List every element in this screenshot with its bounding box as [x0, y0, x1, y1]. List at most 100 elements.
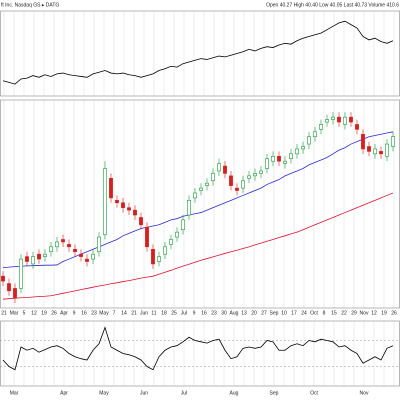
- x-tick-label: Oct: [310, 310, 318, 316]
- candle-body: [31, 256, 35, 265]
- panel-frame: [0, 320, 400, 387]
- candle-body: [163, 246, 167, 255]
- x-tick-label-bottom: Aug: [230, 390, 239, 396]
- x-tick-label: Aug: [230, 310, 239, 316]
- candle-body: [265, 158, 269, 169]
- candle-body: [115, 200, 119, 204]
- candle-body: [91, 253, 95, 260]
- candle-body: [37, 253, 41, 260]
- candle-body: [277, 155, 281, 162]
- candle-body: [175, 231, 179, 238]
- candle-body: [25, 256, 29, 262]
- candle-body: [241, 180, 245, 189]
- candle-body: [223, 165, 227, 174]
- x-tick-label: 21: [131, 310, 137, 316]
- x-tick-label: 24: [301, 310, 307, 316]
- x-tick-label: 18: [161, 310, 167, 316]
- x-tick-label: 14: [121, 310, 127, 316]
- candle-body: [199, 187, 203, 191]
- candle-body: [379, 151, 383, 155]
- candle-body: [139, 217, 143, 226]
- candle-body: [181, 219, 185, 230]
- x-tick-label: Mar: [10, 310, 19, 316]
- x-tick-label-bottom: Apr: [60, 390, 68, 396]
- x-tick-label: 22: [341, 310, 347, 316]
- candle-body: [307, 136, 311, 145]
- candle-body: [61, 239, 65, 243]
- candle-body: [259, 170, 263, 174]
- x-tick-label: 30: [221, 310, 227, 316]
- x-tick-label: Sep: [270, 310, 279, 316]
- x-tick-label-bottom: Jul: [181, 390, 187, 396]
- x-tick-label-bottom: Mar: [10, 390, 19, 396]
- oscillator-line: [2, 326, 394, 371]
- candle-body: [325, 119, 329, 123]
- x-tick-label-bottom: May: [99, 390, 109, 396]
- quote-line: Open 40.27 High 40.40 Low 40.05 Last 40.…: [266, 2, 399, 8]
- x-tick-label: 9: [73, 310, 76, 316]
- x-tick-label: 23: [211, 310, 217, 316]
- candle-body: [211, 173, 215, 182]
- panel-frame: [0, 99, 400, 309]
- relative-strength-line: [2, 20, 394, 85]
- candle-body: [235, 187, 239, 191]
- x-tick-label: 13: [241, 310, 247, 316]
- x-tick-label: Apr: [60, 310, 68, 316]
- x-tick-label: 16: [81, 310, 87, 316]
- candle-body: [133, 209, 137, 216]
- x-tick-label: 21: [1, 310, 7, 316]
- moving-average-line: [2, 131, 394, 269]
- x-tick-label: 19: [381, 310, 387, 316]
- candle-body: [391, 136, 395, 147]
- x-tick-label: 23: [91, 310, 97, 316]
- x-tick-label: 7: [113, 310, 116, 316]
- candle-body: [55, 241, 59, 248]
- candle-body: [13, 288, 17, 299]
- candle-body: [193, 192, 197, 199]
- candle-body: [79, 253, 83, 257]
- candle-body: [331, 116, 335, 120]
- x-tick-label: 11: [151, 310, 156, 316]
- candle-body: [361, 133, 365, 150]
- candle-body: [289, 153, 293, 160]
- candle-body: [103, 168, 107, 235]
- x-tick-label-bottom: Nov: [360, 390, 369, 396]
- x-tick-label: 12: [31, 310, 37, 316]
- x-tick-label: 19: [41, 310, 47, 316]
- candle-body: [337, 116, 341, 123]
- x-tick-label: 12: [371, 310, 377, 316]
- x-tick-label: 15: [331, 310, 337, 316]
- moving-average-line: [2, 192, 394, 300]
- candle-body: [319, 124, 323, 130]
- candle-body: [151, 248, 155, 265]
- candle-body: [1, 275, 5, 282]
- x-tick-label: Nov: [360, 310, 369, 316]
- candle-body: [373, 148, 377, 155]
- x-tick-label: 17: [291, 310, 297, 316]
- candle-body: [217, 163, 221, 172]
- panel-frame: [0, 10, 400, 97]
- candle-body: [229, 175, 233, 186]
- candle-body: [385, 143, 389, 157]
- candle-body: [313, 131, 317, 138]
- x-tick-label: 8: [323, 310, 326, 316]
- candle-body: [85, 258, 89, 262]
- candle-body: [19, 258, 23, 289]
- x-tick-label: 26: [391, 310, 397, 316]
- x-tick-label: 27: [261, 310, 267, 316]
- x-tick-label: 16: [201, 310, 207, 316]
- x-tick-label: 10: [281, 310, 287, 316]
- candle-body: [145, 226, 149, 248]
- chart-title: ft Inc. Nasdaq GS ▸ DATG: [1, 2, 59, 8]
- candle-body: [253, 173, 257, 177]
- candle-body: [367, 146, 371, 152]
- candle-body: [109, 178, 113, 199]
- candle-body: [73, 248, 77, 253]
- candle-body: [301, 146, 305, 150]
- x-tick-label: Jul: [181, 310, 187, 316]
- candle-body: [283, 160, 287, 164]
- x-tick-label-bottom: Sep: [270, 390, 279, 396]
- candle-body: [157, 256, 161, 262]
